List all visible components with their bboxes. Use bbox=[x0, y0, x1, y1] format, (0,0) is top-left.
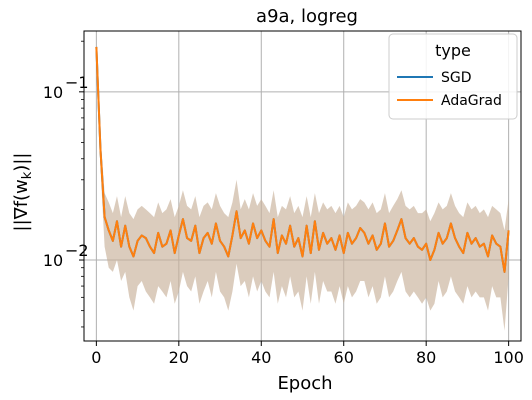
chart-title: a9a, logreg bbox=[256, 6, 358, 27]
confidence-band-layer bbox=[96, 44, 509, 331]
x-tick-label-3: 60 bbox=[334, 348, 354, 367]
y-tick-label-1: 10 bbox=[43, 83, 63, 102]
x-tick-label-4: 80 bbox=[416, 348, 436, 367]
legend-title: type bbox=[435, 41, 471, 60]
y-axis-label: ||∇f(wk)|| bbox=[11, 153, 35, 232]
y-axis-label-main: ||∇f(w bbox=[11, 179, 32, 231]
y-axis-ticks: 10−210−1 bbox=[43, 40, 89, 328]
series-line-adagrad bbox=[95, 46, 510, 273]
confidence-band bbox=[96, 44, 509, 331]
legend-label-sgd: SGD bbox=[441, 70, 472, 86]
legend-box bbox=[388, 33, 518, 120]
y-tick-exponent-1: −1 bbox=[65, 73, 89, 92]
x-axis-label: Epoch bbox=[277, 373, 332, 394]
x-tick-label-0: 0 bbox=[91, 348, 101, 367]
y-axis-label-subscript: k bbox=[20, 171, 35, 179]
y-axis-label-end: )|| bbox=[11, 153, 32, 172]
plot-frame bbox=[83, 30, 522, 342]
x-axis-ticks: 0 20 40 60 80 100 bbox=[91, 341, 524, 367]
y-tick-exponent-0: −2 bbox=[65, 241, 89, 260]
legend-label-adagrad: AdaGrad bbox=[441, 93, 502, 109]
series-layer bbox=[95, 46, 510, 273]
y-tick-label-0: 10 bbox=[43, 251, 63, 270]
x-tick-label-2: 40 bbox=[251, 348, 271, 367]
legend: type SGD AdaGrad bbox=[388, 33, 518, 120]
x-tick-label-1: 20 bbox=[169, 348, 189, 367]
x-tick-label-5: 100 bbox=[493, 348, 524, 367]
